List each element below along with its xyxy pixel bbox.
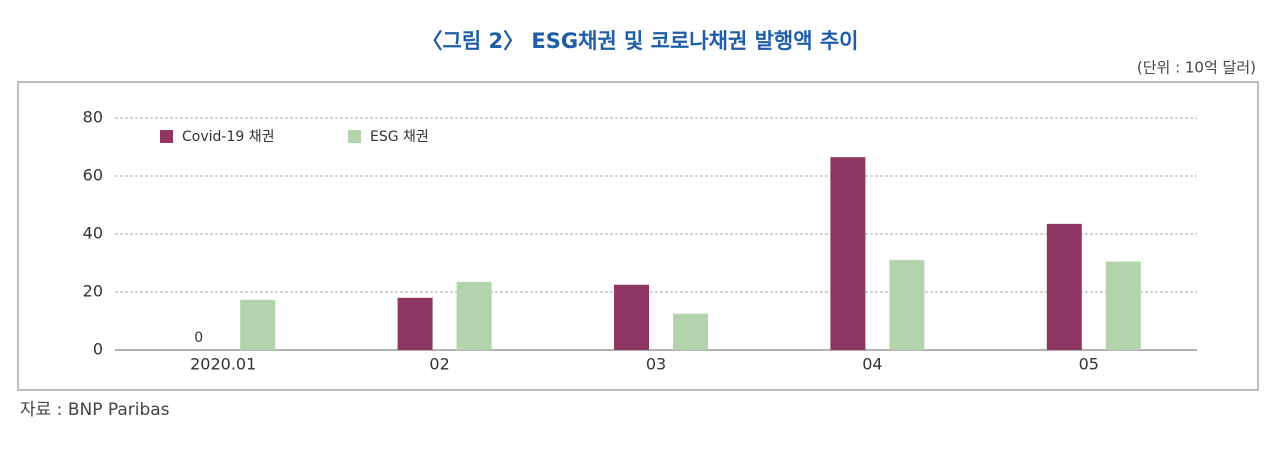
y-tick-label: 80	[83, 108, 103, 127]
bar	[397, 297, 433, 350]
x-tick-label: 02	[429, 355, 449, 374]
x-tick-label: 05	[1079, 355, 1099, 374]
y-tick-label: 0	[93, 340, 103, 359]
y-tick-label: 60	[83, 166, 103, 185]
chart-frame	[17, 81, 1259, 391]
bar	[673, 313, 708, 350]
bar	[830, 157, 866, 350]
y-tick-label: 20	[83, 282, 103, 301]
bar	[456, 281, 492, 350]
chart-title: 〈그림 2〉 ESG채권 및 코로나채권 발행액 추이	[422, 29, 859, 53]
source: 자료 : BNP Paribas	[20, 400, 170, 420]
x-tick-label: 04	[862, 355, 882, 374]
bar	[889, 260, 925, 350]
bar	[1046, 223, 1082, 350]
legend-swatch	[160, 130, 173, 143]
legend-label: ESG 채권	[370, 129, 429, 145]
x-tick-label: 03	[646, 355, 666, 374]
unit-label: (단위 : 10억 달러)	[1137, 59, 1256, 77]
y-tick-label: 40	[83, 224, 103, 243]
x-tick-label: 2020.01	[190, 355, 256, 374]
bar	[1105, 261, 1141, 350]
data-label: 0	[194, 330, 203, 346]
bar	[614, 284, 649, 350]
legend-swatch	[348, 130, 361, 143]
legend-label: Covid-19 채권	[182, 129, 274, 145]
bar	[240, 299, 276, 350]
